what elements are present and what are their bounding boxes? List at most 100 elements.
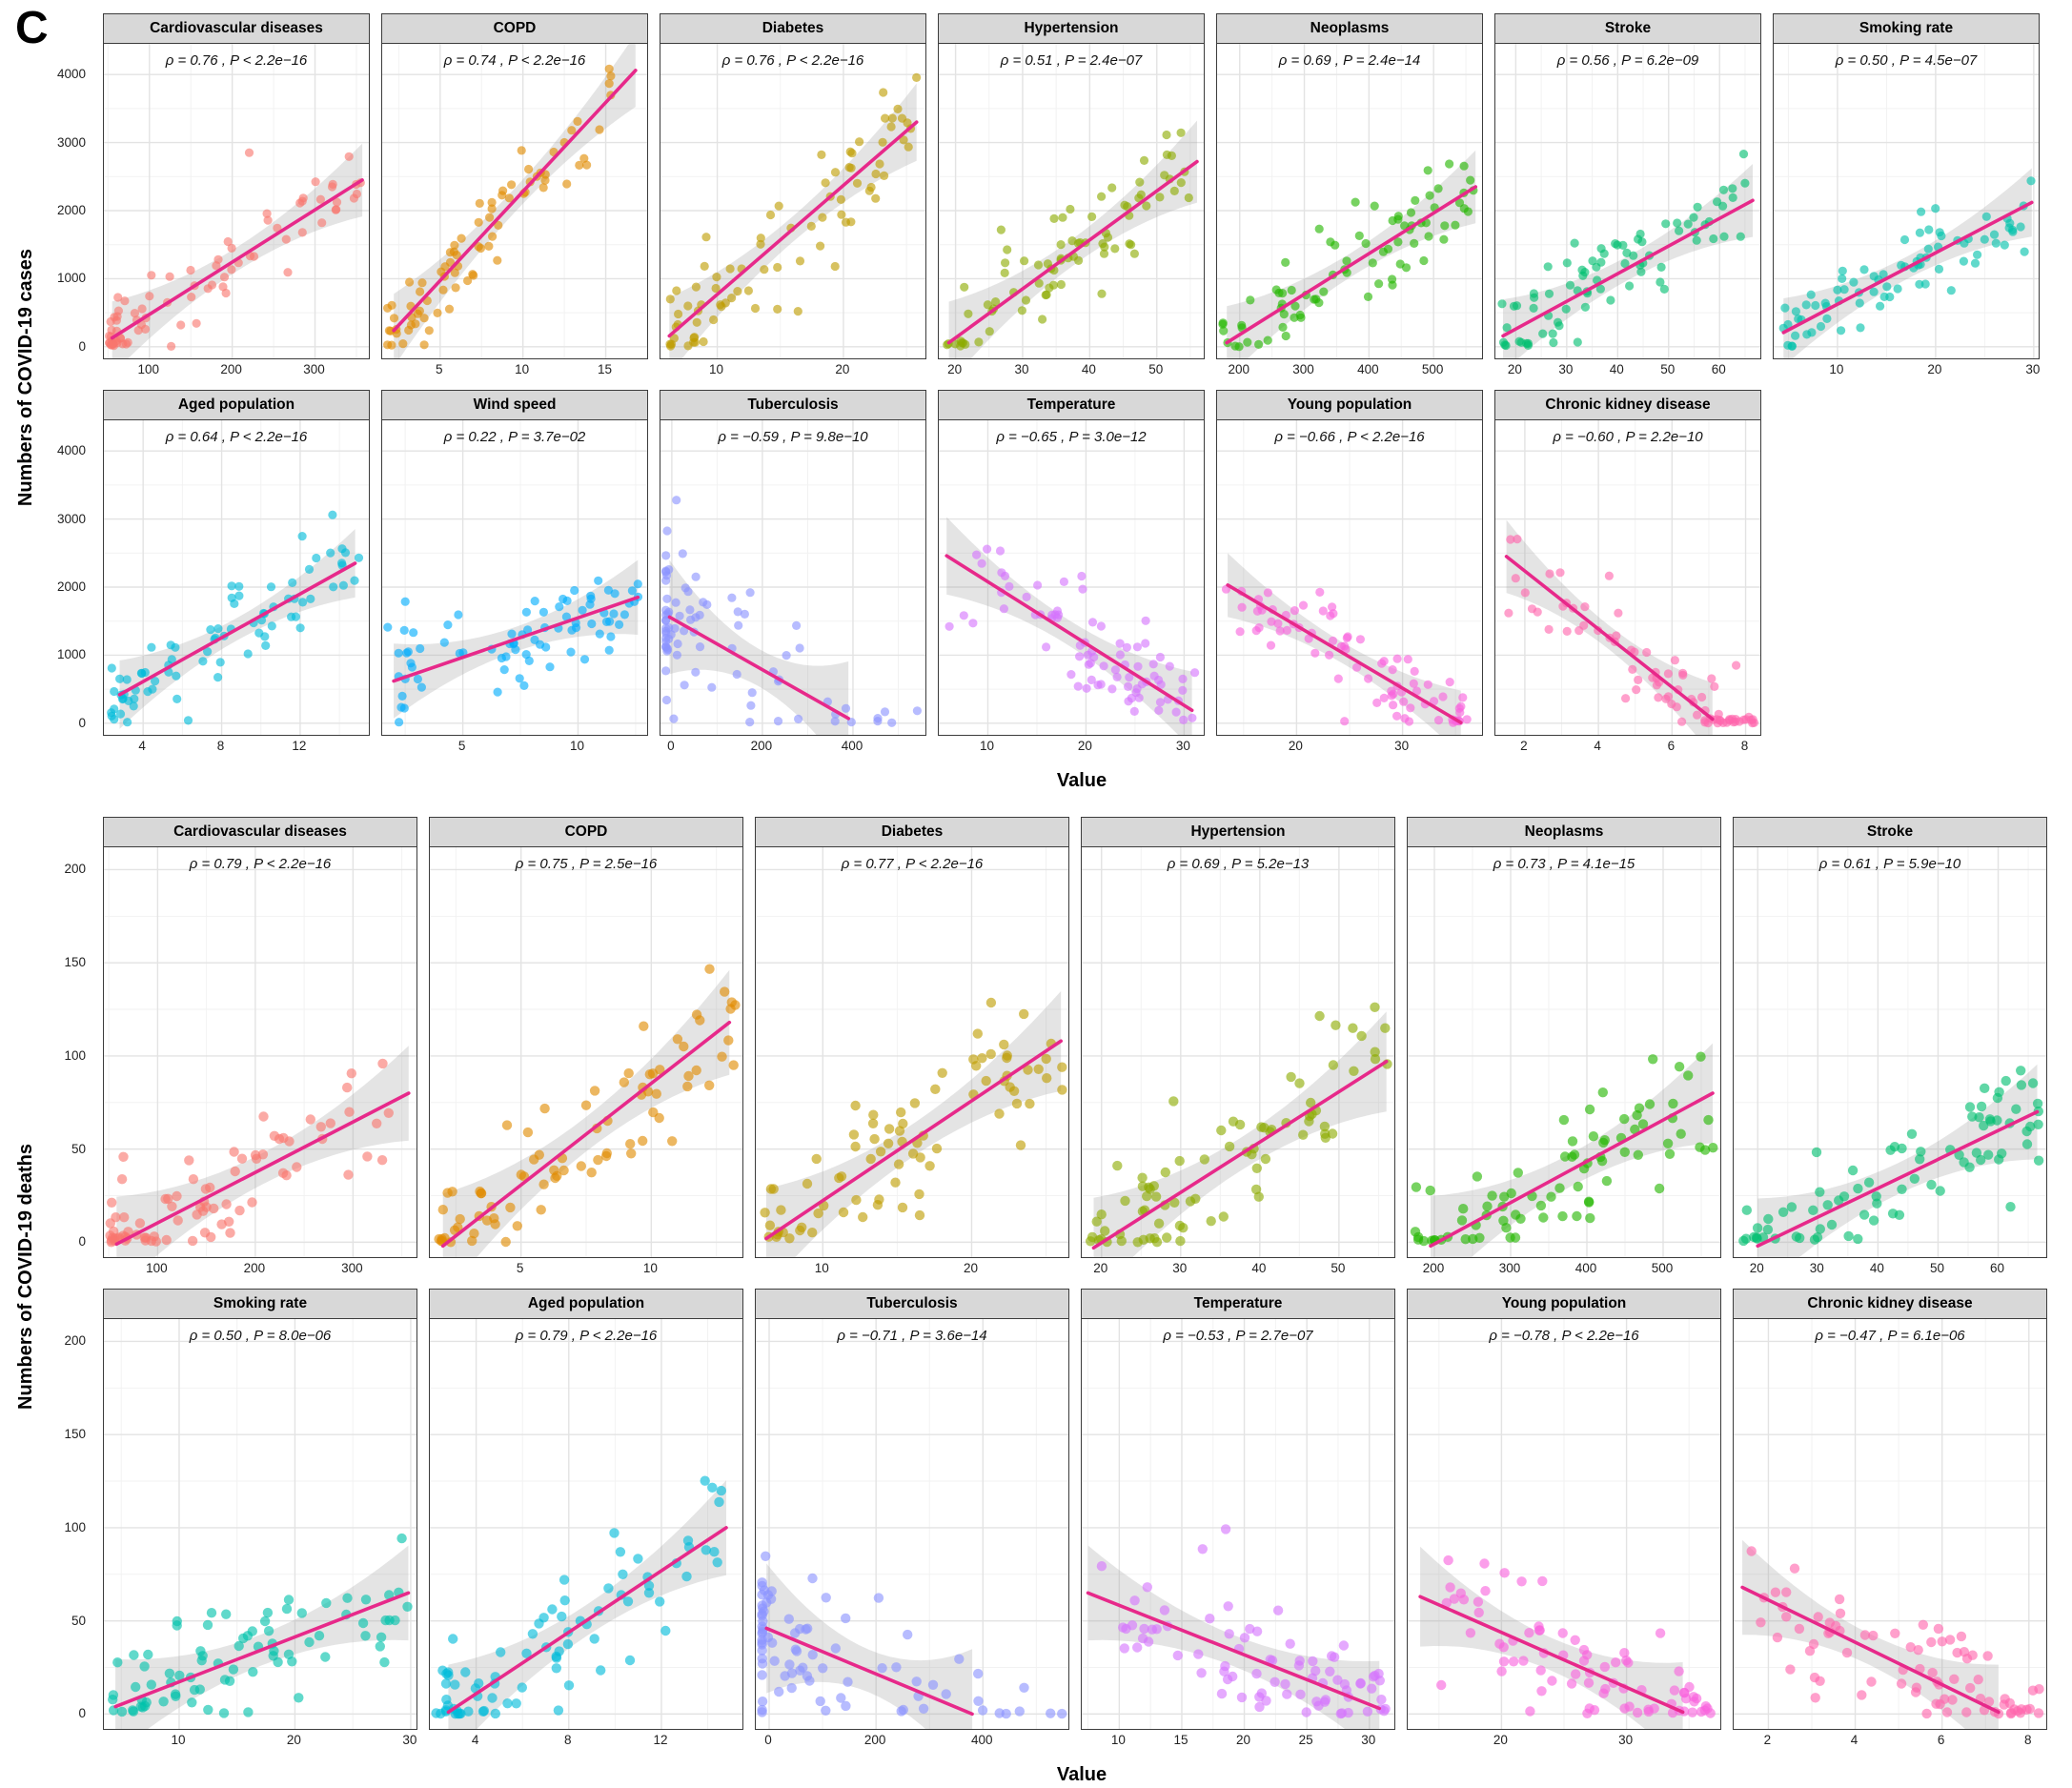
correlation-annotation: ρ = 0.69 , P = 2.4e−14: [1278, 52, 1421, 69]
figure-section-cases: Numbers of COVID-19 cases 0 1000 2000 3000 4…: [10, 13, 2072, 792]
scatter-canvas: [1408, 1319, 1720, 1729]
x-tick-label: 20: [1093, 1261, 1108, 1275]
x-tick-label: 6: [1937, 1733, 1945, 1747]
x-tick-label: 8: [2024, 1733, 2032, 1747]
x-tick-label: 30: [1175, 739, 1190, 753]
scatter-plot: ρ = 0.79 , P < 2.2e−16: [104, 847, 416, 1257]
scatter-plot: ρ = −0.47 , P = 6.1e−06: [1734, 1319, 2046, 1729]
x-tick-label: 50: [1660, 362, 1676, 376]
facet-title: Temperature: [1026, 396, 1116, 413]
facet-box: Neoplasms ρ = 0.69 , P = 2.4e−14: [1216, 13, 1483, 359]
y-tick-label: 4000: [56, 67, 86, 82]
x-tick-label: 10: [979, 739, 994, 753]
x-axis-ticks: 20 30: [1216, 736, 1483, 757]
x-axis-ticks: 20 30 40 50 60: [1494, 359, 1761, 380]
x-tick-label: 100: [137, 362, 160, 376]
scatter-canvas: [104, 1319, 416, 1729]
x-axis-ticks: 10 20: [755, 1258, 1069, 1279]
facet-box: Aged population ρ = 0.79 , P < 2.2e−16: [429, 1289, 743, 1730]
facet-grid-cases: 0 1000 2000 3000 4000 Cardiovascular disease…: [44, 13, 2072, 792]
correlation-annotation: ρ = 0.50 , P = 4.5e−07: [1835, 52, 1978, 69]
scatter-canvas: [1495, 420, 1760, 735]
x-axis-ticks: 200 300 400 500: [1216, 359, 1483, 380]
x-tick-label: 30: [1361, 1733, 1376, 1747]
x-tick-label: 2: [1763, 1733, 1772, 1747]
x-tick-label: 20: [286, 1733, 301, 1747]
x-tick-label: 8: [216, 739, 225, 753]
y-tick-label: 3000: [56, 134, 86, 150]
facet-box: Hypertension ρ = 0.69 , P = 5.2e−13: [1081, 817, 1395, 1258]
x-tick-label: 12: [653, 1733, 668, 1747]
facet-panel: Diabetes ρ = 0.76 , P < 2.2e−16 10 20: [660, 13, 926, 380]
x-tick-label: 2: [1520, 739, 1528, 753]
facet-box: Wind speed ρ = 0.22 , P = 3.7e−02: [381, 390, 648, 736]
correlation-annotation: ρ = 0.50 , P = 8.0e−06: [189, 1328, 332, 1344]
correlation-annotation: ρ = 0.69 , P = 5.2e−13: [1167, 856, 1310, 872]
facet-header: COPD: [430, 818, 742, 847]
facet-box: Chronic kidney disease ρ = −0.60 , P = 2…: [1494, 390, 1761, 736]
facet-header: Smoking rate: [104, 1290, 416, 1319]
x-axis-ticks: 0 200 400: [755, 1730, 1069, 1751]
scatter-plot: ρ = −0.71 , P = 3.6e−14: [756, 1319, 1068, 1729]
x-tick-label: 40: [1251, 1261, 1267, 1275]
x-tick-label: 200: [863, 1733, 886, 1747]
scatter-plot: ρ = 0.74 , P < 2.2e−16: [382, 44, 647, 358]
facet-title: Stroke: [1866, 823, 1914, 840]
correlation-annotation: ρ = 0.77 , P < 2.2e−16: [841, 856, 984, 872]
y-tick-label: 150: [64, 1427, 86, 1442]
x-tick-label: 10: [515, 362, 530, 376]
facet-header: Neoplasms: [1217, 14, 1482, 44]
x-tick-label: 20: [1236, 1733, 1251, 1747]
facet-panel: Neoplasms ρ = 0.73 , P = 4.1e−15 200 300 4…: [1407, 817, 1721, 1279]
facet-box: Tuberculosis ρ = −0.59 , P = 9.8e−10: [660, 390, 926, 736]
x-tick-label: 300: [341, 1261, 363, 1275]
facet-panel: Wind speed ρ = 0.22 , P = 3.7e−02 5 10: [381, 390, 648, 757]
facet-grid-deaths: 0 50 100 150 200 Cardiovascular diseases ρ =…: [44, 817, 2072, 1786]
facet-panel: Diabetes ρ = 0.77 , P < 2.2e−16 10 20: [755, 817, 1069, 1279]
x-tick-label: 0: [667, 739, 675, 753]
x-tick-label: 40: [1609, 362, 1624, 376]
scatter-plot: ρ = 0.76 , P < 2.2e−16: [660, 44, 925, 358]
x-tick-label: 200: [243, 1261, 266, 1275]
facet-panel: Chronic kidney disease ρ = −0.60 , P = 2…: [1494, 390, 1761, 757]
facet-header: COPD: [382, 14, 647, 44]
facet-box: Neoplasms ρ = 0.73 , P = 4.1e−15: [1407, 817, 1721, 1258]
correlation-annotation: ρ = 0.51 , P = 2.4e−07: [1000, 52, 1143, 69]
x-tick-label: 20: [1288, 739, 1303, 753]
scatter-canvas: [756, 1319, 1068, 1729]
x-tick-label: 10: [709, 362, 724, 376]
correlation-annotation: ρ = 0.79 , P < 2.2e−16: [515, 1328, 658, 1344]
x-axis-title: Value: [1056, 770, 1107, 791]
scatter-canvas: [939, 44, 1204, 358]
facet-panel: Stroke ρ = 0.61 , P = 5.9e−10 20 30 40 50 60: [1733, 817, 2047, 1279]
scatter-plot: ρ = 0.76 , P < 2.2e−16: [104, 44, 369, 358]
x-tick-label: 200: [750, 739, 773, 753]
x-axis-ticks: 10 20 30: [103, 1730, 417, 1751]
facet-panel: Hypertension ρ = 0.51 , P = 2.4e−07 20 30…: [938, 13, 1205, 380]
facet-title: Aged population: [527, 1295, 645, 1311]
x-tick-label: 400: [971, 1733, 993, 1747]
facet-row: 0 50 100 150 200 Smoking rate ρ = 0.50 , P =…: [44, 1289, 2072, 1751]
y-tick-label: 100: [64, 1047, 86, 1063]
x-tick-label: 20: [835, 362, 850, 376]
scatter-plot: ρ = 0.50 , P = 4.5e−07: [1774, 44, 2039, 358]
correlation-annotation: ρ = 0.75 , P = 2.5e−16: [515, 856, 658, 872]
y-tick-label: 150: [64, 955, 86, 970]
x-axis-ticks: 2 4 6 8: [1733, 1730, 2047, 1751]
facet-row: 0 50 100 150 200 Cardiovascular diseases ρ =…: [44, 817, 2072, 1279]
x-tick-label: 300: [1498, 1261, 1521, 1275]
facet-title: Tuberculosis: [747, 396, 839, 413]
correlation-annotation: ρ = 0.76 , P < 2.2e−16: [165, 52, 308, 69]
facet-title: Smoking rate: [213, 1295, 308, 1311]
facet-panel: COPD ρ = 0.75 , P = 2.5e−16 5 10: [429, 817, 743, 1279]
x-tick-label: 12: [292, 739, 307, 753]
facet-title: Young population: [1287, 396, 1412, 413]
x-tick-label: 10: [1110, 1733, 1126, 1747]
x-tick-label: 40: [1869, 1261, 1884, 1275]
y-tick-label: 50: [71, 1613, 86, 1628]
x-tick-label: 30: [2025, 362, 2041, 376]
scatter-canvas: [1082, 847, 1394, 1257]
scatter-plot: ρ = −0.59 , P = 9.8e−10: [660, 420, 925, 735]
facet-panel: Cardiovascular diseases ρ = 0.76 , P < 2…: [103, 13, 370, 380]
facet-header: Wind speed: [382, 391, 647, 420]
